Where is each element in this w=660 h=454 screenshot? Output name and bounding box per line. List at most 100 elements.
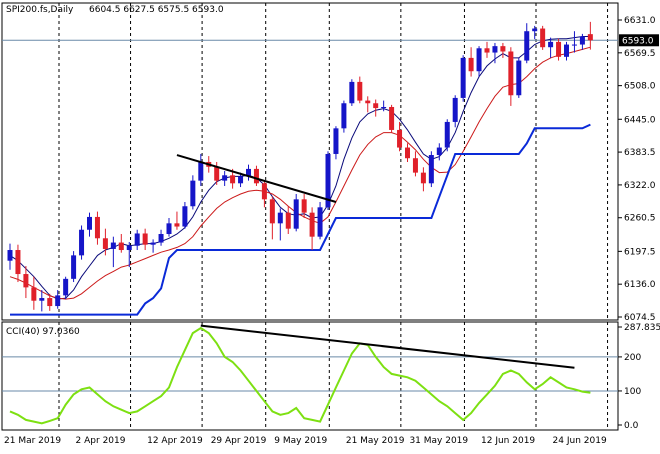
date-label-4: 9 May 2019 xyxy=(274,436,327,446)
candle-body-46 xyxy=(373,103,379,109)
candle-body-73 xyxy=(587,34,593,41)
candle-22 xyxy=(182,201,188,229)
candle-body-21 xyxy=(174,223,180,227)
candle-body-14 xyxy=(118,242,124,251)
candle-49 xyxy=(397,121,403,152)
date-label-2: 12 Apr 2019 xyxy=(147,436,203,446)
candle-23 xyxy=(190,175,196,210)
candle-body-16 xyxy=(134,233,140,246)
candle-46 xyxy=(373,99,379,117)
candle-body-32 xyxy=(261,183,267,200)
price-tick-label-2: 6508.0 xyxy=(624,82,656,92)
price-trendline-0 xyxy=(176,154,337,203)
candle-body-0 xyxy=(7,250,13,261)
candle-9 xyxy=(79,225,85,260)
candle-body-68 xyxy=(548,41,554,48)
candle-69 xyxy=(556,38,562,61)
candle-body-13 xyxy=(110,242,116,249)
candle-body-43 xyxy=(349,81,355,104)
candle-14 xyxy=(118,234,124,253)
candle-body-53 xyxy=(428,155,434,184)
candle-36 xyxy=(293,193,299,232)
ohlc-values: 6604.5 6627.5 6575.5 6593.0 xyxy=(89,5,224,15)
candle-35 xyxy=(285,206,291,235)
candle-30 xyxy=(246,164,251,181)
candle-10 xyxy=(87,212,92,237)
candle-13 xyxy=(110,236,116,268)
cci-tick-label-2: 100 xyxy=(624,387,641,397)
candle-33 xyxy=(269,196,275,240)
candle-body-41 xyxy=(333,128,339,154)
candle-body-15 xyxy=(126,245,132,251)
candle-body-34 xyxy=(277,212,283,224)
candle-body-54 xyxy=(436,147,442,156)
last-price-badge-text: 6593.0 xyxy=(622,36,654,46)
candle-45 xyxy=(365,96,371,113)
moving-average-fast-line xyxy=(9,36,591,300)
candle-31 xyxy=(253,165,259,186)
candle-3 xyxy=(31,276,37,310)
cci-tick-label-1: 200 xyxy=(624,353,641,363)
candle-body-8 xyxy=(71,255,77,279)
cci-label: CCI(40) 97.0360 xyxy=(6,327,80,337)
candle-24 xyxy=(198,153,204,186)
candle-1 xyxy=(15,244,21,283)
candle-39 xyxy=(317,201,323,240)
candle-body-72 xyxy=(579,36,585,45)
candle-53 xyxy=(428,151,434,188)
candle-body-59 xyxy=(476,48,482,72)
candle-41 xyxy=(333,126,339,160)
candle-body-17 xyxy=(142,233,148,245)
candle-body-37 xyxy=(301,199,307,213)
candle-body-65 xyxy=(524,31,530,61)
candle-body-42 xyxy=(341,103,347,129)
candle-body-71 xyxy=(571,44,577,46)
candle-body-39 xyxy=(317,207,323,237)
price-panel-header: SPI200.fs,Daily 6604.5 6627.5 6575.5 659… xyxy=(6,5,224,15)
candle-body-24 xyxy=(198,161,204,181)
candle-21 xyxy=(174,211,180,230)
candle-17 xyxy=(142,228,148,251)
candle-60 xyxy=(484,41,490,58)
candle-61 xyxy=(492,42,498,64)
price-tick-label-7: 6197.5 xyxy=(624,247,656,257)
candle-55 xyxy=(444,119,450,152)
candle-body-58 xyxy=(468,57,474,72)
candle-71 xyxy=(571,31,577,53)
candle-73 xyxy=(587,21,593,50)
candle-64 xyxy=(516,57,522,98)
candle-body-6 xyxy=(55,295,61,307)
price-tick-label-9: 6074.5 xyxy=(624,313,656,323)
trailing-stop-line xyxy=(10,123,591,316)
candle-body-29 xyxy=(238,176,244,184)
candle-34 xyxy=(277,208,283,241)
candle-8 xyxy=(71,251,77,283)
date-label-0: 21 Mar 2019 xyxy=(4,436,61,446)
candle-body-56 xyxy=(452,97,458,122)
candle-body-26 xyxy=(214,166,220,181)
moving-average-slow-line xyxy=(9,46,591,300)
cci-line xyxy=(9,326,591,425)
candle-29 xyxy=(238,172,244,188)
cci-tick-label-3: 0.0 xyxy=(624,421,639,431)
candle-47 xyxy=(381,100,387,112)
candle-51 xyxy=(412,151,418,177)
last-price-badge: 6593.0 xyxy=(619,34,659,47)
candle-19 xyxy=(158,229,164,246)
price-tick-label-5: 6322.0 xyxy=(624,181,656,191)
cci-panel-frame xyxy=(1,321,619,431)
candle-body-62 xyxy=(500,46,506,52)
candle-body-49 xyxy=(397,129,403,148)
candle-72 xyxy=(579,33,585,50)
candle-body-60 xyxy=(484,48,490,53)
candle-59 xyxy=(476,46,482,77)
candle-66 xyxy=(532,25,538,40)
candle-20 xyxy=(166,218,172,237)
date-label-1: 2 Apr 2019 xyxy=(76,436,126,446)
candle-body-66 xyxy=(532,28,538,32)
candle-body-38 xyxy=(309,212,315,237)
candle-body-70 xyxy=(564,44,569,57)
cci-panel-header: CCI(40) 97.0360 xyxy=(6,327,80,337)
candle-body-19 xyxy=(158,234,164,243)
